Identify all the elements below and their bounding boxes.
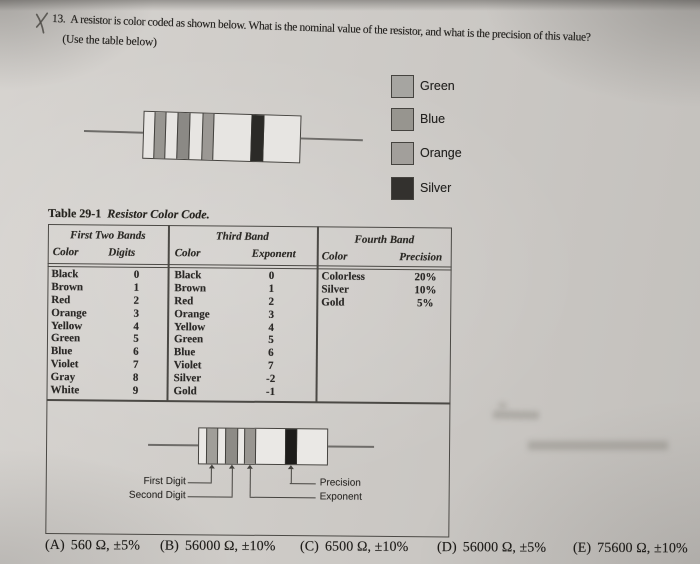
legend-swatch-orange [391, 142, 414, 165]
answer-option-c: (C) 6500 Ω, ±10% [299, 539, 409, 556]
answer-option-e: (E) 75600 Ω, ±10% [573, 541, 688, 558]
legend-label-orange: Orange [420, 146, 462, 160]
answer-value: 6500 Ω, ±10% [324, 539, 409, 555]
answer-key: (A) [44, 538, 65, 554]
answer-value: 56000 Ω, ±10% [184, 538, 276, 555]
grade-mark-icon [35, 12, 49, 34]
legend-label-green: Green [420, 79, 455, 93]
bleed-through-smudge [492, 410, 540, 420]
answer-value: 75600 Ω, ±10% [597, 540, 688, 557]
bleed-through-smudge [499, 403, 506, 408]
answer-key: (B) [159, 538, 180, 554]
bleed-through-smudge [528, 441, 668, 450]
answer-key: (E) [572, 540, 592, 556]
legend-label-silver: Silver [420, 181, 452, 195]
question-block: 13. A resistor is color coded as shown be… [0, 0, 700, 93]
answer-option-d: (D) 56000 Ω, ±5% [437, 540, 546, 557]
answer-value: 560 Ω, ±5% [70, 538, 141, 554]
answer-option-a: (A) 560 Ω, ±5% [45, 538, 140, 554]
answer-value: 56000 Ω, ±5% [462, 540, 547, 556]
legend-swatch-blue [391, 108, 414, 131]
legend-swatch-green [391, 75, 414, 98]
answer-key: (C) [299, 539, 320, 555]
legend-swatch-silver [391, 177, 414, 200]
legend-label-blue: Blue [420, 112, 446, 126]
answer-option-b: (B) 56000 Ω, ±10% [160, 539, 276, 556]
answer-key: (D) [436, 540, 457, 556]
